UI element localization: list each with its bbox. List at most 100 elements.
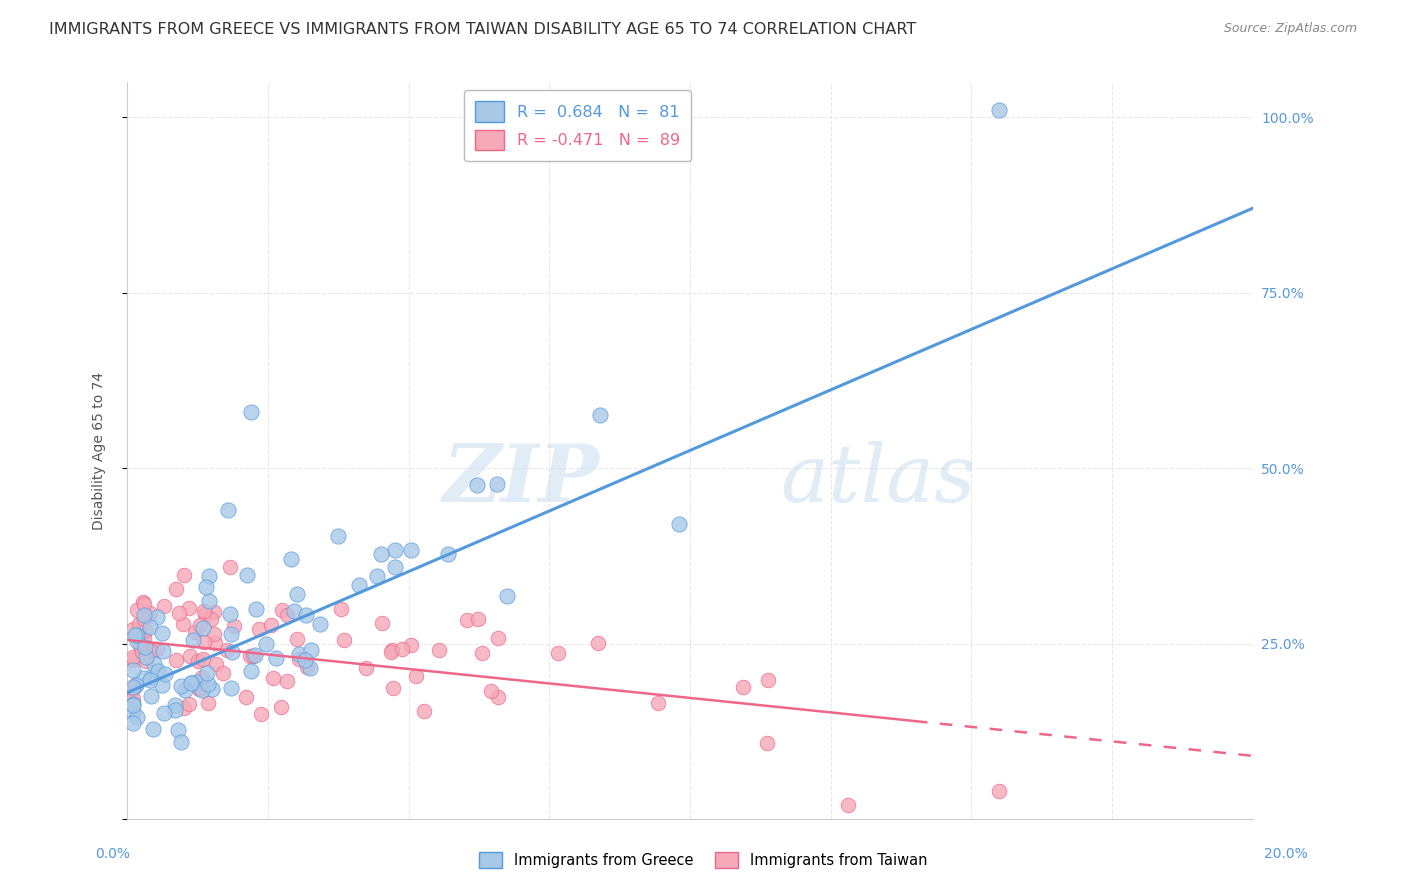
Point (129, 639, 152, 653)
Point (427, 643, 450, 657)
Point (124, 628, 146, 642)
Point (173, 701, 195, 715)
Point (731, 680, 754, 694)
Point (247, 623, 270, 637)
Point (755, 736, 778, 750)
Point (121, 704, 143, 718)
Point (167, 606, 190, 620)
Point (177, 697, 200, 711)
Point (486, 690, 509, 704)
Point (127, 709, 149, 723)
Point (988, 103, 1011, 117)
Point (127, 634, 149, 648)
Point (287, 647, 309, 661)
Point (647, 696, 669, 710)
Point (165, 698, 187, 712)
Point (141, 690, 163, 704)
Point (141, 670, 163, 684)
Text: Source: ZipAtlas.com: Source: ZipAtlas.com (1223, 22, 1357, 36)
Point (193, 604, 215, 618)
Point (124, 677, 146, 691)
Point (297, 660, 319, 674)
Point (165, 653, 187, 667)
Point (399, 639, 422, 653)
Point (188, 681, 211, 696)
Point (205, 657, 228, 672)
Point (243, 648, 266, 662)
Point (384, 560, 406, 574)
Point (294, 653, 316, 667)
Point (221, 645, 243, 659)
Point (837, 797, 859, 812)
Point (121, 716, 143, 731)
Point (132, 597, 155, 611)
Point (212, 665, 235, 680)
Point (134, 623, 156, 637)
Point (333, 632, 356, 647)
Point (194, 607, 217, 621)
Point (169, 679, 191, 693)
Point (202, 605, 225, 619)
Point (485, 476, 508, 491)
Point (132, 607, 155, 622)
Point (121, 622, 143, 636)
Point (399, 543, 422, 558)
Point (131, 645, 153, 659)
Point (198, 594, 221, 608)
Point (122, 682, 145, 697)
Point (239, 649, 262, 664)
Point (134, 632, 156, 646)
Point (187, 654, 209, 668)
Point (240, 405, 263, 419)
Point (239, 664, 262, 678)
Point (391, 641, 413, 656)
Point (371, 616, 394, 631)
Point (204, 636, 226, 650)
Point (200, 612, 222, 626)
Point (294, 607, 316, 622)
Point (186, 675, 208, 690)
Legend: Immigrants from Greece, Immigrants from Taiwan: Immigrants from Greece, Immigrants from … (472, 847, 934, 874)
Point (412, 704, 434, 718)
Point (146, 642, 169, 657)
Point (181, 632, 204, 647)
Point (283, 604, 305, 618)
Point (180, 675, 202, 690)
Point (167, 723, 190, 738)
Point (219, 560, 242, 574)
Point (188, 681, 211, 696)
Point (366, 568, 388, 582)
Point (134, 612, 156, 626)
Point (173, 683, 195, 698)
Point (264, 651, 287, 665)
Point (467, 612, 489, 626)
Point (150, 626, 173, 640)
Point (153, 599, 176, 614)
Text: ZIP: ZIP (443, 442, 600, 518)
Point (135, 650, 157, 665)
Point (121, 692, 143, 706)
Point (330, 602, 353, 616)
Point (152, 644, 174, 658)
Point (589, 408, 612, 422)
Point (184, 625, 207, 640)
Point (217, 503, 239, 517)
Point (132, 672, 155, 686)
Point (191, 682, 214, 697)
Point (235, 690, 257, 704)
Point (347, 577, 370, 591)
Point (285, 632, 308, 646)
Point (456, 613, 478, 627)
Point (222, 618, 245, 632)
Point (280, 551, 302, 566)
Point (756, 673, 779, 687)
Point (496, 589, 519, 603)
Point (195, 665, 218, 680)
Point (588, 636, 610, 650)
Point (153, 706, 176, 720)
Point (165, 702, 187, 716)
Point (121, 697, 143, 711)
Point (139, 673, 162, 687)
Point (405, 668, 427, 682)
Point (380, 645, 402, 659)
